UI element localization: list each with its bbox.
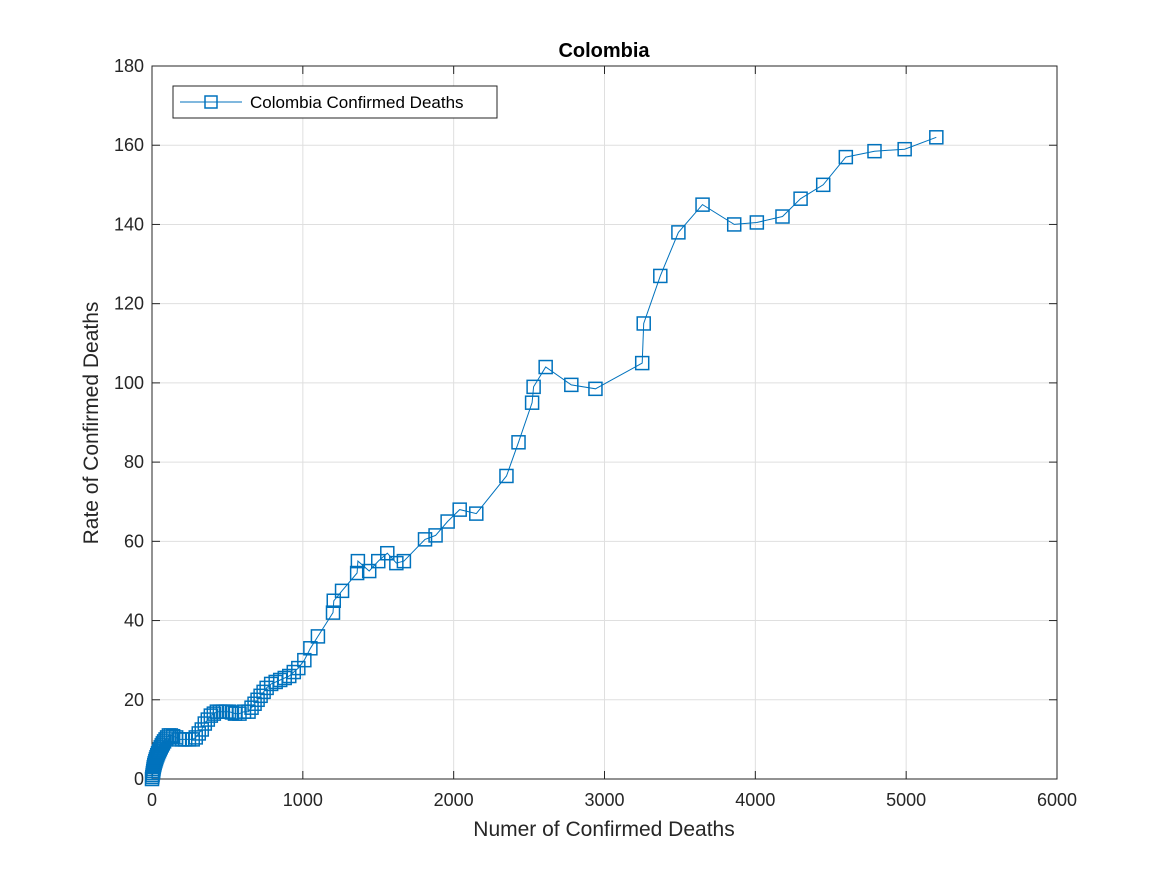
data-point-marker bbox=[671, 225, 686, 240]
y-tick-label: 180 bbox=[114, 56, 144, 76]
data-point-marker bbox=[929, 130, 944, 145]
data-point-marker bbox=[272, 672, 288, 688]
y-tick-label: 60 bbox=[124, 531, 144, 551]
data-point-marker bbox=[361, 563, 377, 579]
data-point-marker bbox=[326, 593, 342, 608]
data-point-marker bbox=[499, 468, 514, 484]
data-point-marker bbox=[310, 629, 326, 644]
y-tick-label: 40 bbox=[124, 611, 144, 631]
x-tick-label: 6000 bbox=[1037, 790, 1077, 810]
data-point-marker bbox=[538, 359, 553, 375]
data-point-marker bbox=[163, 728, 179, 743]
data-point-marker bbox=[224, 705, 240, 720]
tick-labels: 0 1000 2000 3000 4000 5000 6000 0 20 40 60 80 100 120… bbox=[114, 56, 1077, 810]
data-point-marker bbox=[636, 316, 651, 331]
legend: Colombia Confirmed Deaths bbox=[172, 85, 498, 119]
y-tick-label: 20 bbox=[124, 690, 144, 710]
data-point-marker bbox=[452, 502, 467, 517]
data-point-marker bbox=[440, 514, 455, 529]
data-point-marker bbox=[282, 668, 297, 684]
data-point-marker bbox=[867, 143, 882, 159]
data-point-marker bbox=[417, 532, 433, 547]
data-point-marker bbox=[726, 217, 742, 232]
y-tick-label: 140 bbox=[114, 214, 144, 234]
data-point-marker bbox=[371, 553, 386, 569]
data-point-marker bbox=[838, 149, 854, 165]
chart-title: Colombia bbox=[558, 40, 650, 62]
x-axis-label: Numer of Confirmed Deaths bbox=[473, 818, 734, 841]
data-point-marker bbox=[350, 553, 366, 569]
data-point-marker bbox=[511, 435, 526, 450]
data-point-marker bbox=[588, 381, 603, 397]
y-axis-label: Rate of Confirmed Deaths bbox=[80, 302, 103, 545]
data-point-marker bbox=[653, 268, 668, 284]
x-tick-label: 1000 bbox=[283, 790, 323, 810]
y-tick-label: 0 bbox=[134, 769, 144, 789]
legend-label: Colombia Confirmed Deaths bbox=[250, 93, 464, 112]
y-tick-label: 80 bbox=[124, 452, 144, 472]
data-point-marker bbox=[526, 379, 541, 395]
y-tick-label: 120 bbox=[114, 294, 144, 314]
data-point-marker bbox=[695, 197, 710, 212]
data-point-marker bbox=[564, 377, 579, 393]
grid bbox=[151, 65, 1058, 780]
x-tick-label: 2000 bbox=[434, 790, 474, 810]
data-point-marker bbox=[349, 565, 365, 581]
y-tick-label: 100 bbox=[114, 373, 144, 393]
data-point-marker bbox=[334, 583, 350, 599]
data-point-marker bbox=[389, 555, 404, 571]
data-point-marker bbox=[815, 177, 831, 193]
x-tick-label: 4000 bbox=[735, 790, 775, 810]
data-point-marker bbox=[303, 641, 318, 656]
data-point-marker bbox=[775, 209, 790, 224]
data-point-marker bbox=[524, 395, 540, 410]
data-point-marker bbox=[634, 355, 650, 371]
y-tick-label: 160 bbox=[114, 135, 144, 155]
data-point-marker bbox=[256, 684, 271, 700]
data-point-marker bbox=[396, 553, 412, 569]
axes bbox=[151, 65, 1058, 780]
x-tick-label: 3000 bbox=[584, 790, 624, 810]
data-point-marker bbox=[325, 605, 341, 620]
data-point-marker bbox=[897, 141, 912, 157]
x-tick-label: 0 bbox=[147, 790, 157, 810]
data-point-marker bbox=[793, 191, 808, 206]
data-point-marker bbox=[749, 215, 765, 230]
legend-marker bbox=[204, 95, 218, 109]
x-tick-label: 5000 bbox=[886, 790, 926, 810]
data-point-marker bbox=[380, 545, 395, 561]
data-point-marker bbox=[286, 664, 302, 680]
data-point-marker bbox=[428, 528, 443, 543]
series-layer bbox=[144, 130, 944, 787]
data-point-marker bbox=[469, 506, 484, 521]
